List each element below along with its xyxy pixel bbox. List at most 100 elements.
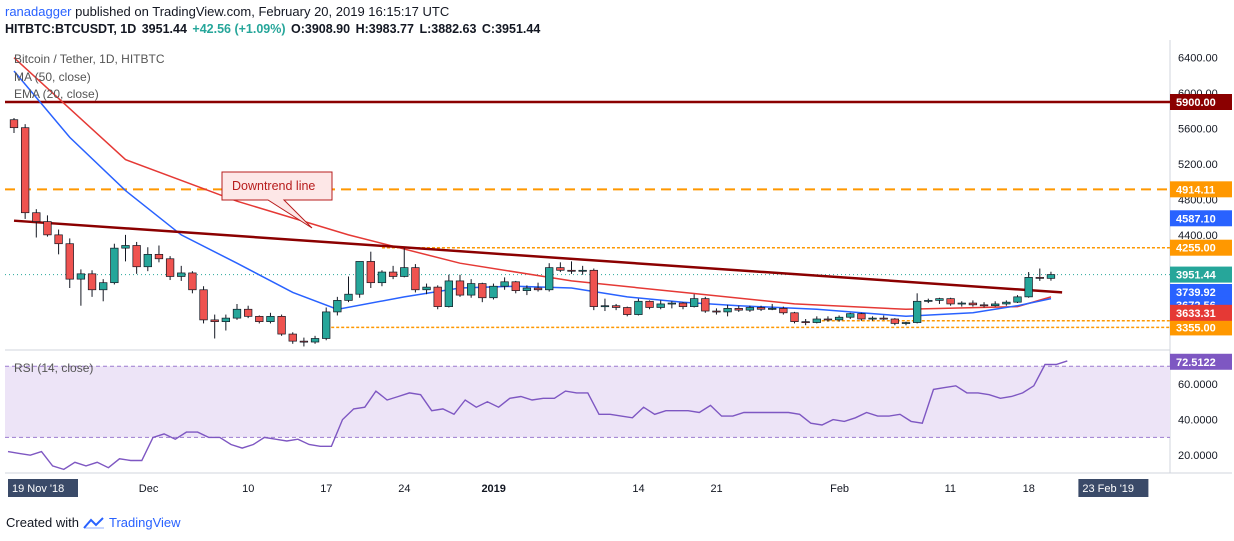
candle-body xyxy=(99,282,108,291)
candle-body xyxy=(912,300,922,323)
candle-body xyxy=(411,267,420,291)
time-tick-label: 23 Feb '19 xyxy=(1082,483,1134,495)
candle-body xyxy=(611,305,621,308)
candle-body xyxy=(9,119,19,129)
publish-info: ranadagger published on TradingView.com,… xyxy=(5,4,449,19)
candle-body xyxy=(266,315,275,323)
time-tick-label: 2019 xyxy=(481,483,505,495)
candle-body xyxy=(656,303,665,308)
price-change: +42.56 (+1.09%) xyxy=(192,22,286,36)
candle-body xyxy=(689,298,699,307)
candle-body xyxy=(567,269,576,272)
candle-body xyxy=(589,269,598,307)
time-tick-label: 21 xyxy=(710,483,722,495)
candle-body xyxy=(232,308,242,319)
candle-body xyxy=(21,127,30,214)
candle-body xyxy=(533,287,543,291)
candle-body xyxy=(333,300,342,313)
level-price-label: 3355.00 xyxy=(1176,322,1216,334)
close-value: C:3951.44 xyxy=(481,22,541,36)
price-tick-label: 5600.00 xyxy=(1178,124,1218,136)
candle-body xyxy=(935,298,944,301)
low-value: L:3882.63 xyxy=(419,22,477,36)
candle-body xyxy=(43,221,52,236)
candle-body xyxy=(957,302,966,305)
candle-body xyxy=(1035,277,1044,279)
price-label-box xyxy=(1170,210,1232,227)
time-tick-label: Feb xyxy=(830,483,849,495)
ma50-line xyxy=(13,57,1052,311)
rsi-tick-label: 40.0000 xyxy=(1178,415,1218,427)
time-tick-box xyxy=(8,479,78,497)
candle-body xyxy=(177,272,186,277)
candle-body xyxy=(400,267,409,277)
time-tick-label: 24 xyxy=(398,483,410,495)
rsi-line xyxy=(7,360,1068,471)
author-link[interactable]: ranadagger xyxy=(5,4,72,19)
footer: Created with TradingView xyxy=(6,515,181,530)
price-tick-label: 4800.00 xyxy=(1178,194,1218,206)
candle-body xyxy=(433,286,442,307)
price-label-box xyxy=(1170,266,1232,283)
created-with-text: Created with xyxy=(6,515,79,530)
candle-body xyxy=(857,313,866,320)
candle-body xyxy=(467,283,476,296)
candle-body xyxy=(834,316,844,321)
candle-body xyxy=(779,308,788,314)
candle-body xyxy=(165,258,175,277)
price-label: 3951.44 xyxy=(1176,270,1217,282)
open-value: O:3908.90 xyxy=(291,22,351,36)
candle-body xyxy=(723,308,732,313)
level-price-label: 4255.00 xyxy=(1176,243,1216,255)
candle-body xyxy=(377,271,387,284)
candle-body xyxy=(322,311,331,339)
candle-body xyxy=(756,307,766,310)
time-tick-label: 11 xyxy=(945,483,956,495)
price-label: 3739.92 xyxy=(1176,287,1216,299)
published-text: published on TradingView.com, February 2… xyxy=(75,4,450,19)
level-price-label: 4914.11 xyxy=(1176,184,1215,196)
price-label-box xyxy=(1170,304,1232,321)
level-price-label-box xyxy=(1170,181,1232,198)
candle-body xyxy=(701,298,710,312)
candle-body xyxy=(946,298,955,305)
candle-body xyxy=(890,318,899,324)
candle-body xyxy=(255,315,264,323)
candle-body xyxy=(154,253,164,260)
candle-body xyxy=(991,303,1000,307)
candle-body xyxy=(355,261,364,295)
time-tick-label: 17 xyxy=(320,483,332,495)
candle-body xyxy=(801,321,810,324)
candle-body xyxy=(634,300,643,315)
time-tick-label: 19 Nov '18 xyxy=(12,483,64,495)
last-price: 3951.44 xyxy=(141,22,187,36)
candle-body xyxy=(667,302,676,305)
candle-body xyxy=(76,273,86,280)
candle-body xyxy=(678,302,688,307)
tradingview-link[interactable]: TradingView xyxy=(108,515,181,530)
candle-body xyxy=(879,317,888,320)
high-value: H:3983.77 xyxy=(355,22,414,36)
candle-body xyxy=(444,280,453,307)
downtrend-line xyxy=(13,219,1063,294)
candle-body xyxy=(712,310,721,313)
candle-body xyxy=(54,234,63,245)
price-tick-label: 6400.00 xyxy=(1178,53,1218,65)
candle-body xyxy=(1002,301,1011,305)
price-label-box xyxy=(1170,283,1232,300)
candle-body xyxy=(600,305,610,308)
candle-body xyxy=(221,317,231,323)
ma-legend: MA (50, close) xyxy=(14,70,91,84)
candle-body xyxy=(422,286,431,291)
price-label: 4587.10 xyxy=(1176,213,1216,225)
candle-body xyxy=(1046,274,1056,279)
candle-body xyxy=(388,271,398,277)
ema-legend: EMA (20, close) xyxy=(14,87,99,101)
candle-body xyxy=(924,300,933,302)
candle-body xyxy=(210,319,219,323)
candle-body xyxy=(500,281,509,287)
tradingview-logo-icon xyxy=(83,516,104,529)
level-price-label-box xyxy=(1170,319,1232,336)
rsi-legend: RSI (14, close) xyxy=(14,361,94,375)
